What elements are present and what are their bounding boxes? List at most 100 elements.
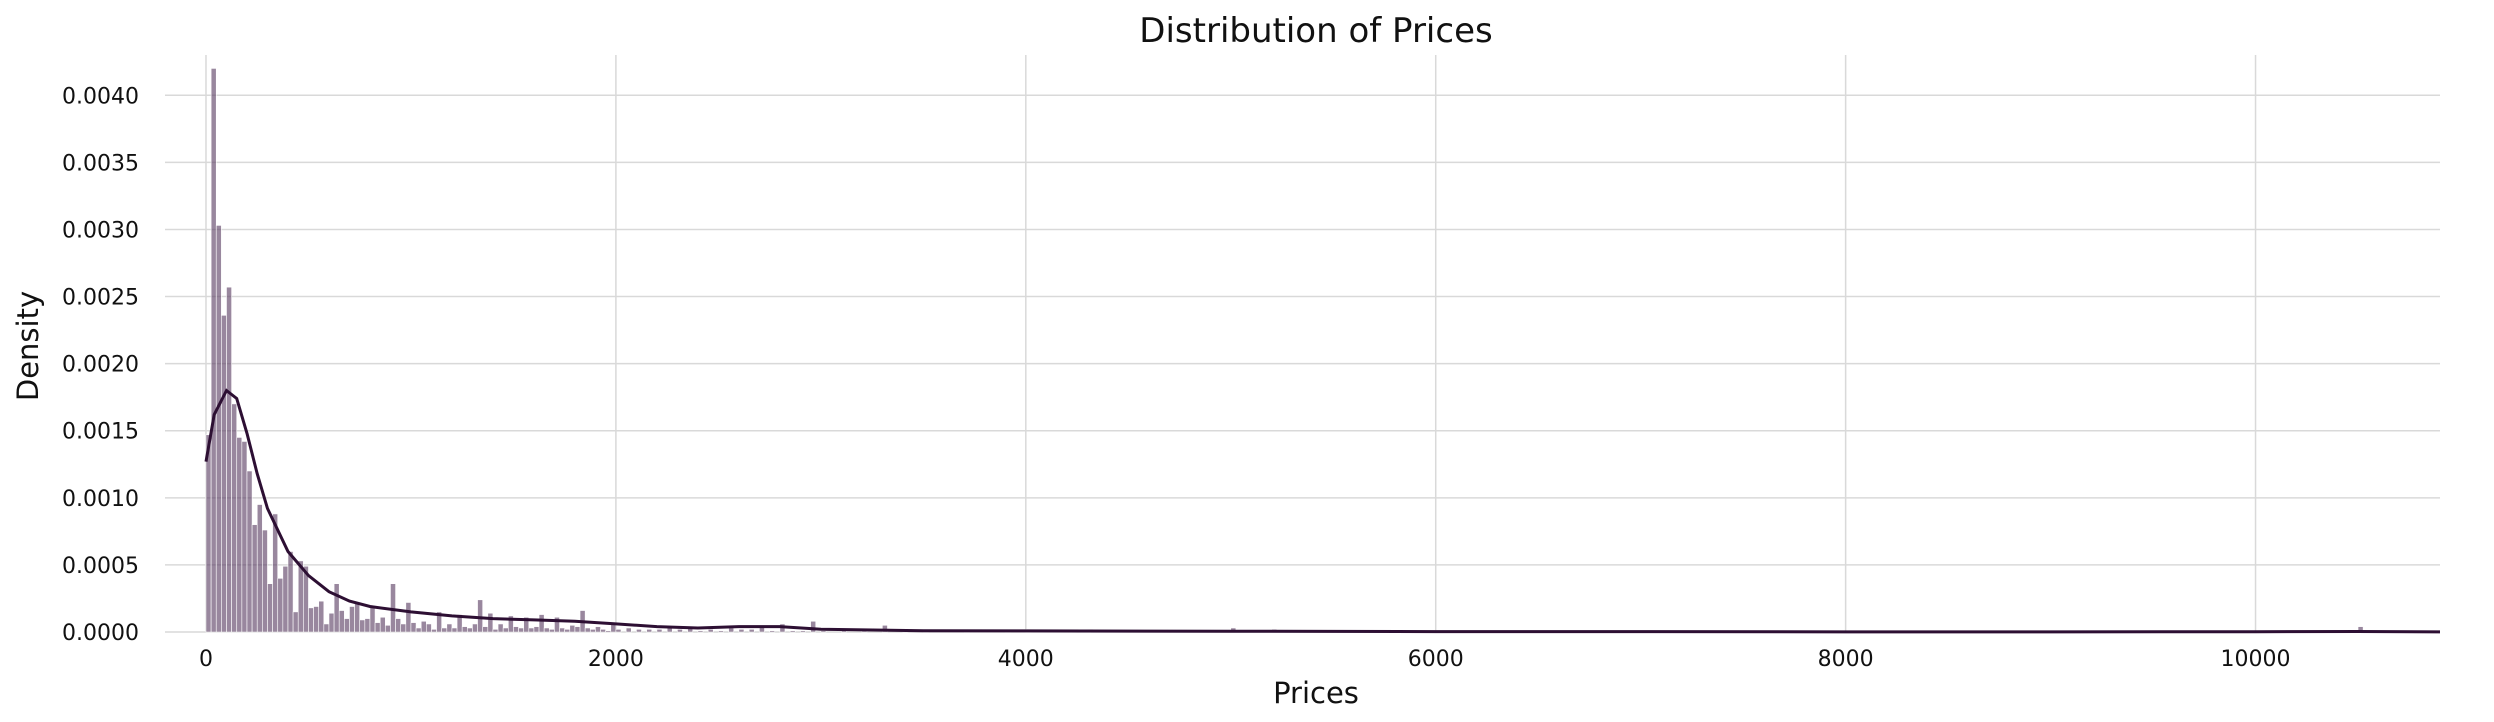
histogram-bar: [472, 623, 478, 633]
y-tick-label: 0.0025: [62, 286, 139, 311]
histogram-bar: [277, 578, 284, 633]
histogram-bar: [236, 437, 243, 633]
y-tick-label: 0.0010: [62, 487, 139, 512]
y-tick-label: 0.0020: [62, 353, 139, 378]
histogram-bar: [436, 611, 442, 633]
histogram-bar: [338, 610, 345, 633]
histogram-bar: [554, 616, 560, 633]
histogram-bar: [605, 630, 612, 633]
histogram-bar: [697, 630, 704, 633]
histogram-bar: [303, 565, 309, 633]
y-tick-label: 0.0030: [62, 218, 139, 243]
histogram-bar: [548, 629, 555, 633]
grid-lines: [165, 55, 2440, 633]
histogram-bar: [272, 513, 279, 633]
histogram-bar: [543, 627, 550, 633]
histogram-bar: [262, 529, 268, 633]
histogram-bar: [800, 630, 806, 633]
histogram-bar: [410, 622, 417, 633]
histogram-bar: [420, 620, 427, 633]
histogram-bar: [477, 599, 483, 633]
histogram-bar: [215, 225, 222, 633]
histogram-bar: [251, 524, 258, 633]
histogram-bar: [241, 441, 248, 633]
histogram-bar: [589, 629, 596, 633]
histogram-bar: [385, 624, 391, 633]
histogram-bar: [789, 630, 796, 633]
histogram-bar: [600, 629, 606, 633]
histogram-bar: [574, 626, 581, 633]
histogram-bar: [359, 619, 366, 633]
histogram-bar: [518, 627, 524, 633]
histogram-bar: [246, 470, 253, 633]
histogram-bar: [456, 614, 463, 633]
histogram-bar: [467, 627, 473, 633]
histogram-bar: [502, 627, 509, 633]
histogram-bar: [533, 626, 540, 633]
histogram-bar: [497, 623, 504, 633]
histogram-bar: [292, 611, 299, 633]
histogram-bar: [528, 627, 535, 633]
histogram-bar: [820, 630, 827, 633]
histogram-bar: [625, 627, 632, 633]
histogram-bar: [226, 286, 232, 633]
histogram-bar: [431, 629, 437, 633]
histogram-bar: [210, 68, 217, 633]
histogram-bar: [738, 629, 745, 633]
histogram-bar: [349, 606, 355, 633]
histogram-bars: [205, 68, 2364, 633]
y-tick-label: 0.0005: [62, 554, 139, 579]
histogram-bar: [646, 629, 653, 633]
histogram-bar: [446, 623, 453, 633]
histogram-bar: [461, 626, 468, 633]
histogram-bar: [308, 607, 314, 633]
y-tick-label: 0.0000: [62, 621, 139, 646]
histogram-bar: [718, 630, 724, 633]
histogram-bar: [267, 583, 273, 633]
histogram-bar: [313, 606, 320, 633]
histogram-bar: [364, 618, 371, 633]
histogram-bar: [344, 618, 350, 633]
histogram-bar: [205, 434, 212, 633]
histogram-bar: [221, 315, 227, 633]
x-axis-ticks: 0 2000 4000 6000 8000 10000: [199, 647, 2291, 672]
x-tick-label: 10000: [2221, 647, 2291, 672]
histogram-bar: [487, 612, 494, 633]
histogram-bar: [559, 627, 565, 633]
y-axis-label: Density: [11, 291, 45, 401]
histogram-bar: [523, 616, 530, 633]
histogram-bar: [656, 629, 663, 633]
histogram-bar: [507, 615, 514, 633]
y-tick-label: 0.0035: [62, 151, 139, 176]
histogram-bar: [256, 504, 263, 633]
histogram-bar: [538, 614, 545, 633]
y-tick-label: 0.0015: [62, 420, 139, 445]
histogram-bar: [231, 403, 238, 633]
histogram-bar: [395, 618, 401, 633]
histogram-bar: [333, 583, 340, 633]
x-tick-label: 8000: [1818, 647, 1874, 672]
histogram-bar: [282, 565, 289, 633]
histogram-bar: [707, 629, 714, 633]
histogram-bar: [513, 626, 519, 633]
histogram-bar: [287, 551, 294, 633]
histogram-bar: [323, 623, 330, 633]
histogram-bar: [677, 629, 683, 633]
histogram-bar: [328, 612, 335, 633]
histogram-bar: [482, 626, 489, 633]
histogram-bar: [748, 629, 755, 633]
histogram-bar: [728, 627, 735, 633]
histogram-bar: [810, 620, 817, 633]
y-axis-ticks: 0.0000 0.0005 0.0010 0.0015 0.0020 0.0025 0.00…: [62, 84, 139, 646]
x-tick-label: 0: [199, 647, 213, 672]
histogram-bar: [615, 629, 622, 633]
histogram-bar: [354, 602, 361, 633]
histogram-bar: [369, 606, 376, 633]
histogram-bar: [584, 627, 591, 633]
x-tick-label: 4000: [998, 647, 1054, 672]
histogram-bar: [564, 629, 571, 633]
histogram-bar: [318, 600, 325, 633]
histogram-bar: [400, 623, 407, 633]
histogram-bar: [569, 624, 576, 633]
